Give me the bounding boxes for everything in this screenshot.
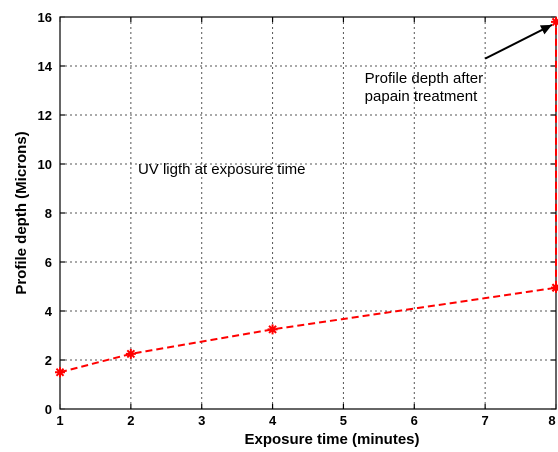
y-tick-label: 16 [38, 10, 52, 25]
x-tick-label: 7 [482, 413, 489, 428]
y-tick-label: 2 [45, 353, 52, 368]
data-point [551, 282, 558, 293]
x-tick-label: 4 [269, 413, 277, 428]
y-tick-labels: 0 2 4 6 8 10 12 14 16 [38, 10, 53, 417]
annotation-arrow [484, 24, 553, 60]
x-tick-label: 6 [411, 413, 418, 428]
y-tick-label: 10 [38, 157, 52, 172]
annotation-arrowhead [539, 24, 552, 35]
data-point [125, 348, 136, 359]
annotation-papain-line-0: Profile depth after [365, 70, 483, 87]
annotations: UV ligth at exposure time Profile depth a… [138, 24, 553, 178]
x-axis-label: Exposure time (minutes) [244, 431, 419, 448]
x-tick-label: 2 [127, 413, 134, 428]
y-axis-label: Profile depth (Microns) [13, 131, 30, 294]
data-point [55, 367, 65, 378]
grid [60, 17, 556, 409]
x-tick-label: 3 [198, 413, 205, 428]
annotation-uv-line-0: UV ligth at exposure time [138, 161, 306, 178]
data-point [267, 324, 278, 335]
y-tick-label: 6 [45, 255, 52, 270]
annotation-papain-line-1: papain treatment [365, 88, 478, 105]
y-tick-label: 8 [45, 206, 52, 221]
x-tick-label: 8 [548, 413, 555, 428]
x-tick-label: 1 [56, 413, 63, 428]
plot-frame [59, 16, 557, 410]
y-tick-label: 4 [45, 304, 53, 319]
x-tick-label: 5 [340, 413, 347, 428]
y-tick-label: 12 [38, 108, 52, 123]
data-point [551, 16, 558, 27]
series [55, 16, 558, 378]
series-line-0 [59, 286, 557, 374]
y-tick-label: 14 [38, 59, 53, 74]
y-tick-label: 0 [45, 402, 52, 417]
x-tick-labels: 1 2 3 4 5 6 7 8 [56, 413, 555, 428]
